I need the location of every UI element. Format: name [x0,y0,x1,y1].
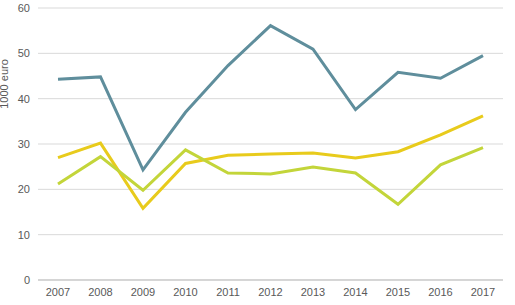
svg-text:50: 50 [18,47,30,59]
svg-text:2009: 2009 [131,286,155,298]
svg-text:10: 10 [18,229,30,241]
svg-text:2011: 2011 [216,286,240,298]
svg-text:60: 60 [18,2,30,14]
svg-text:2012: 2012 [258,286,282,298]
svg-text:1000 euro: 1000 euro [8,59,10,109]
svg-text:2013: 2013 [301,286,325,298]
svg-text:2016: 2016 [428,286,452,298]
svg-text:40: 40 [18,93,30,105]
svg-text:2014: 2014 [343,286,367,298]
svg-text:2008: 2008 [88,286,112,298]
svg-text:2007: 2007 [46,286,70,298]
svg-text:2017: 2017 [471,286,495,298]
svg-text:2010: 2010 [173,286,197,298]
svg-text:30: 30 [18,138,30,150]
svg-text:2015: 2015 [386,286,410,298]
svg-text:20: 20 [18,183,30,195]
svg-text:0: 0 [24,274,30,286]
